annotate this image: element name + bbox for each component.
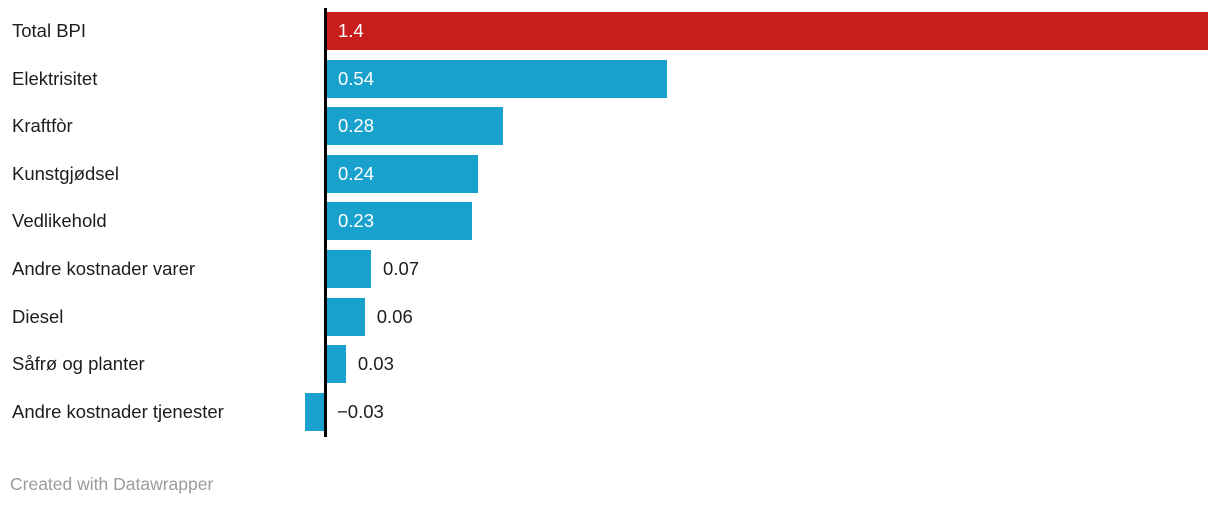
category-label: Kunstgjødsel [12,162,119,184]
value-label: 0.23 [338,210,375,232]
value-label: −0.03 [337,400,384,422]
bar [327,154,478,193]
bar [327,107,504,146]
category-label: Total BPI [12,20,87,41]
category-label: Andre kostnader tjenester [12,400,224,422]
value-label: 0.28 [338,115,375,137]
category-label: Elektrisitet [12,67,98,89]
category-label: Vedlikehold [12,210,107,232]
bar [305,392,324,431]
bar [327,59,667,98]
category-label: Såfrø og planter [12,353,145,375]
category-label: Diesel [12,305,64,327]
category-label: Kraftfòr [12,115,73,137]
bar [327,297,365,336]
bar [327,345,346,384]
value-label: 0.24 [338,162,375,184]
category-label: Andre kostnader varer [12,258,196,279]
bar [327,12,1208,50]
baseline-axis [324,8,327,437]
value-label: 0.03 [357,353,394,375]
bar [327,250,372,288]
value-label: 0.54 [338,67,375,89]
bar [327,202,472,241]
datawrapper-attribution-link[interactable]: Created with Datawrapper [10,474,214,494]
value-label: 1.4 [338,20,364,41]
value-label: 0.07 [383,258,420,279]
value-label: 0.06 [376,305,413,327]
